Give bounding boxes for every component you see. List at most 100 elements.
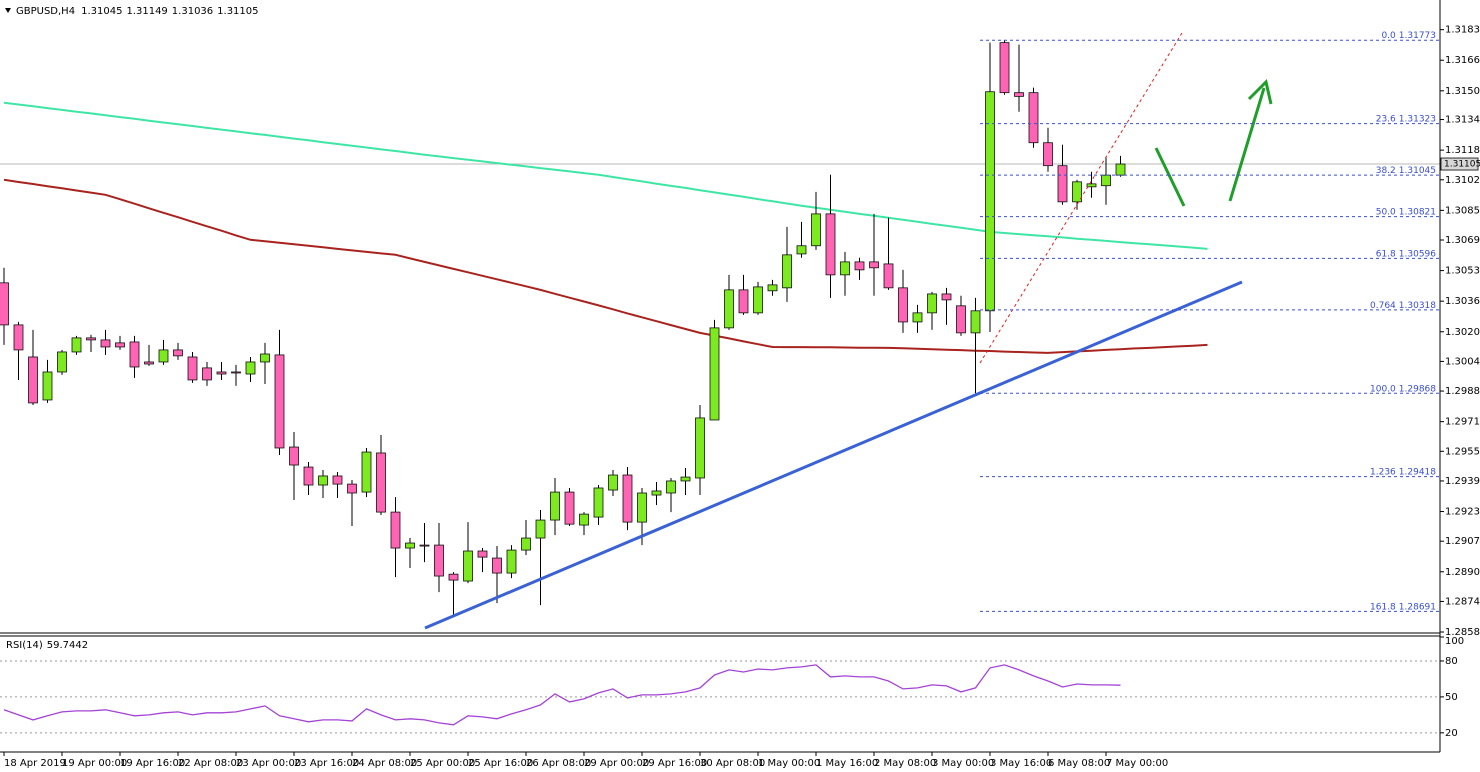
candle-body	[825, 213, 836, 276]
candle-body	[1115, 163, 1126, 176]
candle-body	[463, 550, 473, 582]
candle-body	[579, 513, 589, 526]
x-tick-label: 6 May 08:00	[1048, 758, 1110, 769]
fib-level-price: 1.28691	[1399, 602, 1436, 612]
candle-body	[782, 254, 792, 289]
candle-body	[695, 417, 705, 479]
candle-body	[637, 492, 647, 523]
candle-body	[767, 284, 778, 292]
rsi-line	[3, 664, 1121, 726]
x-tick-label: 3 May 00:00	[932, 758, 994, 769]
candle-body	[738, 289, 749, 314]
rsi-tick-label: 20	[1445, 728, 1458, 739]
x-tick-label: 26 Apr 08:00	[526, 758, 591, 769]
moving-average-line	[3, 101, 1208, 250]
rsi-tick-label: 50	[1445, 692, 1458, 703]
candle-body	[898, 287, 908, 323]
candle-body	[0, 282, 9, 326]
high-value: 1.31149	[126, 6, 167, 17]
fib-level-name: 38.2	[1376, 166, 1396, 176]
candle-body	[999, 42, 1010, 94]
candle-body	[593, 487, 604, 518]
y-tick-label: 1.30695	[1445, 235, 1480, 246]
candle-body	[912, 312, 923, 323]
y-tick-label: 1.31180	[1445, 145, 1480, 156]
candle-body	[202, 367, 212, 381]
x-tick-label: 1 May 16:00	[816, 758, 878, 769]
candle-body	[811, 213, 821, 247]
candle-body	[274, 354, 285, 449]
y-tick-label: 1.29395	[1445, 476, 1480, 487]
fib-level-label: 61.8 1.30596	[1376, 249, 1437, 259]
fib-level-name: 100.0	[1370, 384, 1396, 394]
candle-body	[941, 293, 952, 301]
candle-body	[506, 549, 517, 574]
candle-body	[492, 557, 502, 574]
candle-body	[1057, 165, 1068, 203]
fib-level-price: 1.30318	[1399, 300, 1436, 310]
y-tick-label: 1.28745	[1445, 596, 1480, 607]
fib-level-label: 1.236 1.29418	[1370, 467, 1436, 477]
candle-body	[680, 476, 691, 482]
fib-level-price: 1.30821	[1399, 207, 1436, 217]
x-tick-label: 2 May 08:00	[874, 758, 936, 769]
y-tick-label: 1.28580	[1445, 627, 1480, 638]
candle-body	[245, 361, 256, 375]
candle-body	[42, 371, 53, 401]
candle-layer	[0, 40, 1126, 618]
fib-level-name: 23.6	[1376, 114, 1396, 124]
candle-body	[332, 475, 343, 485]
fib-level-name: 1.236	[1370, 467, 1396, 477]
symbol: GBPUSD,H4	[16, 6, 75, 17]
candle-body	[390, 511, 401, 549]
candle-body	[927, 293, 937, 314]
candle-body	[550, 491, 560, 521]
menu-triangle[interactable]	[5, 8, 11, 13]
candle-body	[1072, 181, 1082, 203]
x-tick-label: 30 Apr 08:00	[700, 758, 765, 769]
x-tick-label: 29 Apr 00:00	[584, 758, 649, 769]
rsi-header: RSI(14) 59.7442	[6, 640, 88, 651]
candle-body	[434, 544, 444, 577]
y-tick-label: 1.29880	[1445, 386, 1480, 397]
candle-body	[260, 353, 270, 363]
x-tick-label: 23 Apr 16:00	[294, 758, 359, 769]
candle-body	[564, 491, 575, 525]
y-tick-label: 1.29230	[1445, 507, 1480, 518]
fib-level-label: 100.0 1.29868	[1370, 384, 1436, 394]
fib-level-price: 1.31773	[1399, 31, 1436, 41]
y-tick-label: 1.30040	[1445, 356, 1480, 367]
fib-level-label: 50.0 1.30821	[1376, 207, 1436, 217]
candle-body	[86, 337, 96, 341]
chart-header: GBPUSD,H4 1.31045 1.31149 1.31036 1.31105	[16, 6, 259, 17]
candle-body	[71, 337, 82, 353]
candle-body	[129, 341, 140, 368]
candle-body	[13, 324, 24, 351]
x-tick-label: 7 May 00:00	[1106, 758, 1168, 769]
y-tick-label: 1.29555	[1445, 446, 1480, 457]
candle-body	[869, 261, 879, 269]
low-value: 1.31036	[172, 6, 213, 17]
rsi-name: RSI(14)	[6, 640, 43, 651]
candle-body	[303, 466, 314, 486]
rsi-tick-label: 100	[1445, 636, 1464, 647]
candle-body	[956, 305, 966, 334]
rsi-value: 59.7442	[47, 640, 88, 651]
y-tick-label: 1.30530	[1445, 266, 1480, 277]
candle-body	[158, 349, 169, 363]
close-value: 1.31105	[217, 6, 258, 17]
x-tick-label: 3 May 16:00	[990, 758, 1052, 769]
fib-level-price: 1.29418	[1399, 467, 1436, 477]
x-tick-label: 22 Apr 08:00	[178, 758, 243, 769]
x-tick-label: 24 Apr 08:00	[352, 758, 417, 769]
candle-body	[347, 483, 357, 494]
fib-level-price: 1.29868	[1399, 384, 1436, 394]
candle-body	[57, 351, 67, 373]
y-tick-label: 1.31345	[1445, 115, 1480, 126]
candle-body	[709, 327, 720, 421]
x-tick-label: 25 Apr 16:00	[468, 758, 533, 769]
y-tick-label: 1.31020	[1445, 175, 1480, 186]
